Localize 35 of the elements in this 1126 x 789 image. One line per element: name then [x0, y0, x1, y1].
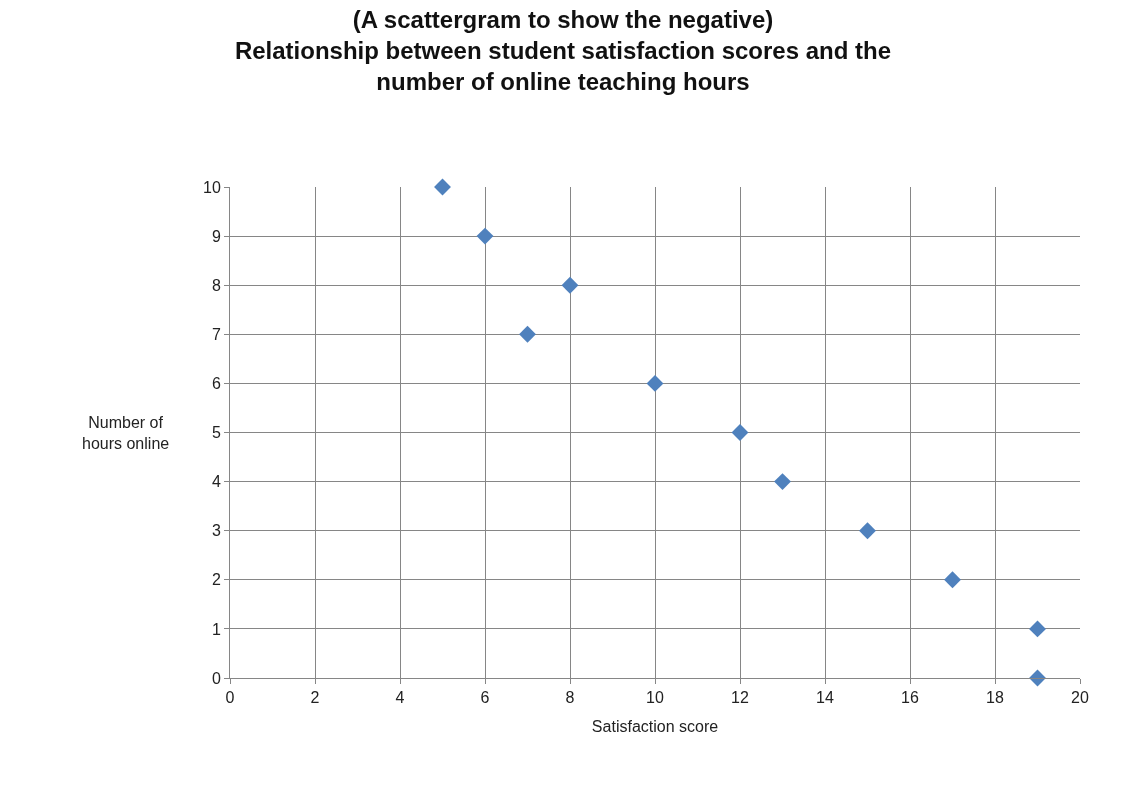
point — [731, 424, 749, 441]
point — [561, 276, 579, 294]
y-tick-label: 1 — [211, 620, 221, 638]
y-tick-label: 6 — [211, 375, 221, 392]
x-tick-label: 12 — [731, 689, 749, 707]
y-axis-title: Number of hours online — [82, 414, 170, 452]
y-tick-label: 3 — [211, 522, 221, 540]
point — [646, 374, 664, 392]
y-tick-label: 10 — [203, 178, 221, 196]
x-tick-label: 8 — [565, 689, 575, 707]
point — [476, 227, 494, 245]
y-tick-label: 5 — [211, 424, 221, 442]
y-tick-label: 9 — [211, 227, 221, 245]
x-axis-title: Satisfaction score — [591, 717, 719, 735]
y-tick-label: 2 — [211, 571, 221, 589]
x-tick-label: 10 — [646, 689, 664, 707]
chart-title: (A scattergram to show the negative) Relationship between student satisfaction scores and the number of online teaching hours — [234, 5, 892, 96]
x-tick-label: 14 — [816, 689, 834, 707]
x-tick-label: 4 — [395, 689, 405, 707]
point — [434, 178, 451, 196]
point — [944, 571, 961, 589]
point — [774, 473, 791, 491]
x-tick-label: 6 — [480, 689, 490, 707]
y-tick-label: 4 — [211, 473, 221, 491]
y-tick-label: 7 — [211, 325, 221, 343]
y-tick-label: 0 — [211, 669, 221, 687]
x-tick-label: 0 — [225, 689, 235, 707]
x-tick-label: 20 — [1071, 689, 1089, 707]
point — [519, 325, 536, 343]
x-tick-label: 2 — [310, 689, 320, 707]
x-tick-label: 18 — [986, 689, 1004, 707]
point — [859, 522, 876, 540]
y-tick-label: 8 — [211, 276, 221, 294]
x-tick-label: 16 — [901, 689, 919, 707]
point — [1029, 620, 1046, 638]
